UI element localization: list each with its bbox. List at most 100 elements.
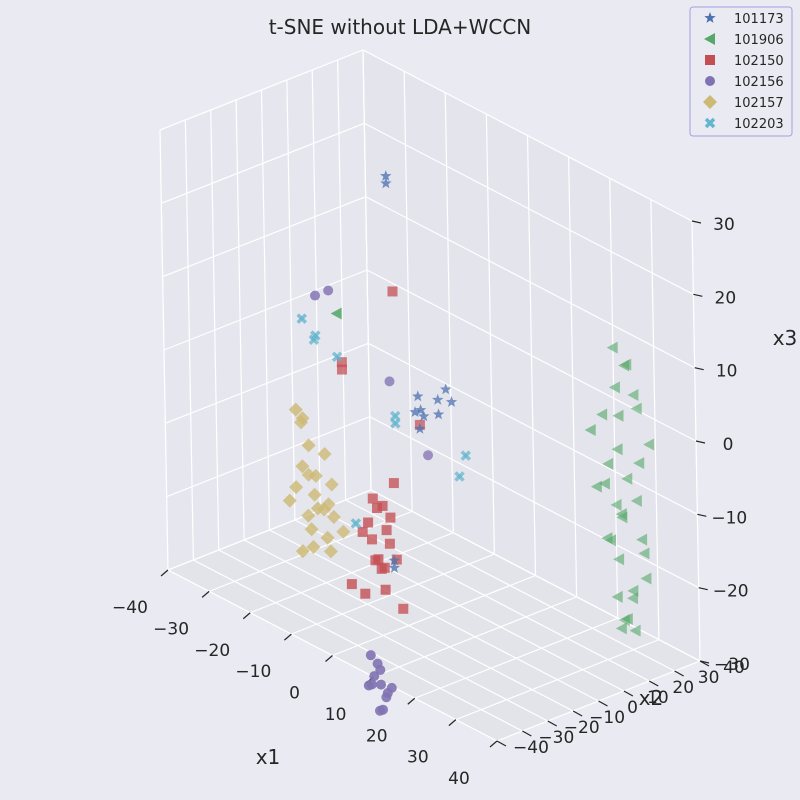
- chart-title: t-SNE without LDA+WCCN: [269, 15, 532, 39]
- point-102157: [288, 402, 303, 417]
- point-102150: [380, 584, 391, 595]
- point-102203: [310, 330, 321, 341]
- point-102157: [317, 447, 332, 462]
- point-102203: [331, 351, 343, 363]
- point-102157: [301, 508, 316, 523]
- x1-tick-label: 30: [407, 748, 429, 768]
- x2-tick-label: −20: [564, 718, 600, 738]
- point-102156: [372, 658, 383, 669]
- x3-tick: [693, 293, 703, 297]
- point-102157: [282, 493, 297, 508]
- y-axis-label: x2: [639, 686, 664, 710]
- point-101906: [615, 622, 627, 635]
- x3-tick-label: 30: [713, 215, 735, 235]
- x2-tick: [674, 670, 684, 677]
- point-101173: [412, 390, 424, 402]
- x1-tick: [489, 740, 498, 748]
- x1-tick-label: −40: [112, 598, 148, 618]
- legend-label-102150: 102150: [734, 54, 784, 69]
- legend-marker-101173: [704, 12, 716, 23]
- point-101906: [638, 547, 650, 560]
- point-101906: [618, 359, 630, 372]
- point-102150: [357, 526, 368, 537]
- point-102157: [320, 530, 335, 545]
- x3-tick: [697, 513, 707, 517]
- point-101906: [621, 612, 633, 625]
- point-102150: [388, 478, 399, 489]
- legend-label-102157: 102157: [734, 96, 784, 111]
- point-102157: [301, 438, 316, 453]
- point-102156: [310, 290, 321, 301]
- grid-line: [368, 342, 698, 515]
- point-101906: [633, 457, 645, 470]
- x1-tick: [448, 719, 457, 727]
- point-101173: [380, 177, 392, 189]
- x2-tick: [598, 700, 608, 707]
- x1-tick: [242, 612, 251, 620]
- point-101906: [621, 472, 633, 485]
- point-102157: [295, 411, 310, 426]
- legend-label-102156: 102156: [734, 75, 784, 90]
- point-102150: [367, 493, 378, 504]
- point-101906: [612, 409, 624, 422]
- point-101906: [615, 508, 627, 521]
- point-101906: [627, 592, 639, 605]
- grid-line: [369, 416, 699, 589]
- x1-tick-label: 40: [448, 769, 470, 789]
- x3-tick: [699, 660, 710, 664]
- x3-tick: [691, 220, 702, 224]
- point-102203: [350, 518, 362, 529]
- x2-tick-label: 30: [698, 668, 720, 688]
- x1-tick-label: −30: [153, 619, 189, 639]
- point-102150: [387, 286, 398, 297]
- grid-line: [243, 539, 574, 712]
- legend-label-101173: 101173: [734, 12, 784, 27]
- point-101173: [380, 170, 392, 181]
- x1-tick-label: 0: [289, 684, 300, 704]
- point-101173: [388, 554, 400, 566]
- grid-line: [370, 489, 701, 662]
- x1-tick-label: −20: [194, 641, 230, 661]
- point-102150: [379, 562, 390, 573]
- grid-line: [193, 559, 523, 732]
- x3-tick-label: 10: [716, 362, 738, 382]
- grid-line: [218, 549, 549, 722]
- grid-line: [269, 529, 599, 702]
- point-102157: [336, 524, 351, 539]
- x3-tick-label: −30: [714, 655, 750, 675]
- point-102156: [384, 376, 395, 387]
- x2-tick: [623, 690, 634, 697]
- grid-line: [362, 49, 693, 222]
- data-points: [282, 170, 655, 716]
- legend-marker-102150: [705, 55, 715, 65]
- x1-tick: [160, 569, 169, 577]
- point-102150: [398, 603, 409, 614]
- legend-marker-102203: [704, 117, 716, 129]
- point-102150: [366, 534, 377, 545]
- legend-box: [689, 6, 793, 137]
- x2-tick-label: 10: [647, 688, 669, 708]
- point-101173: [432, 408, 445, 420]
- grid-line: [165, 342, 369, 424]
- grid-line: [167, 489, 372, 571]
- point-102203: [390, 418, 401, 429]
- point-102156: [366, 679, 377, 690]
- grid-line: [162, 196, 366, 278]
- x1-tick-label: −10: [235, 662, 271, 682]
- point-101906: [601, 532, 613, 545]
- point-102150: [373, 554, 384, 565]
- point-101906: [613, 553, 625, 566]
- point-102156: [386, 682, 397, 693]
- point-102156: [423, 450, 434, 461]
- x1-tick-label: 10: [325, 705, 347, 725]
- point-102150: [384, 538, 395, 549]
- point-102157: [323, 544, 338, 559]
- x3-tick: [698, 587, 708, 591]
- x2-tick: [496, 740, 507, 747]
- legend-label-101906: 101906: [734, 33, 784, 48]
- x2-tick: [547, 720, 558, 727]
- point-102150: [372, 502, 383, 513]
- point-102157: [295, 459, 310, 474]
- legend-marker-101906: [704, 33, 715, 45]
- x2-tick: [648, 680, 659, 687]
